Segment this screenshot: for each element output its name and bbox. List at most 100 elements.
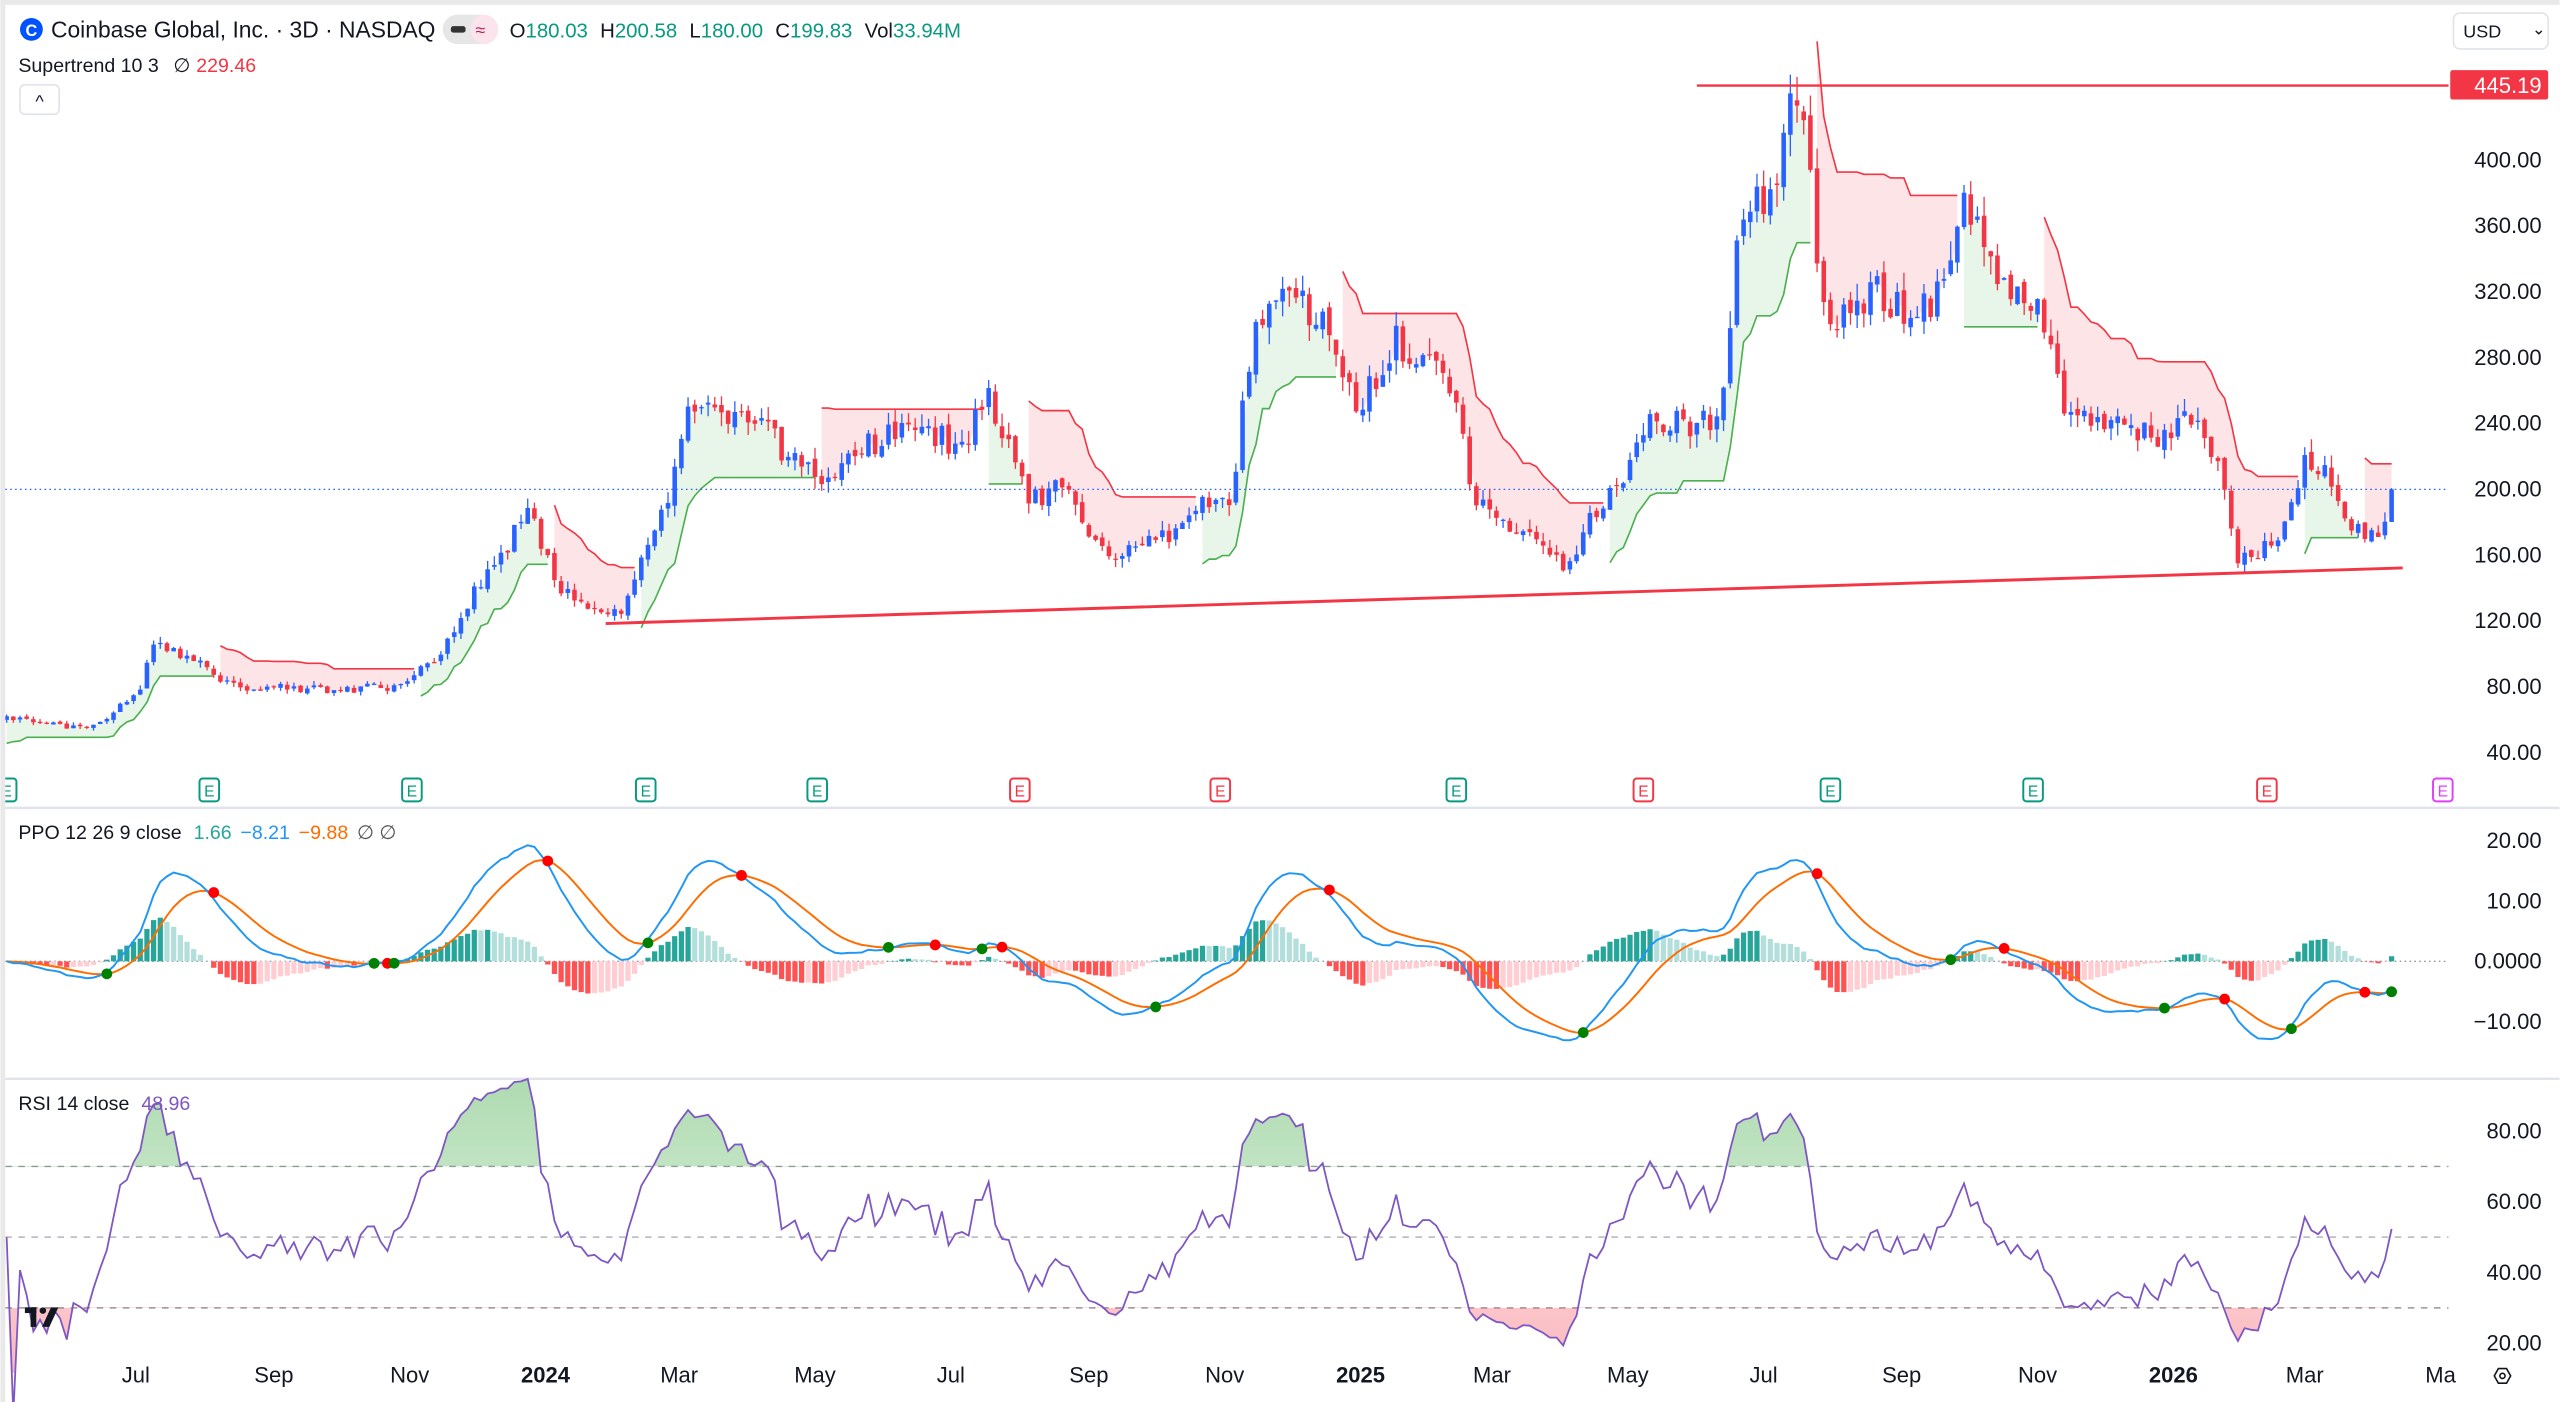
rsi-pane[interactable] (5, 1077, 2449, 1402)
ppo-histogram-bar (1280, 927, 1286, 962)
tradingview-logo[interactable] (24, 1307, 59, 1327)
time-axis-label: Jul (1750, 1362, 1778, 1387)
candle (1287, 285, 1292, 307)
earnings-marker[interactable]: E (1632, 777, 1655, 803)
candle-body (2195, 420, 2201, 423)
candle (705, 395, 711, 417)
ppo-histogram-bar (872, 961, 878, 966)
candle (1874, 269, 1880, 293)
ppo-histogram-bar (2235, 961, 2241, 977)
candle (1300, 275, 1305, 308)
ppo-histogram-bar (1146, 961, 1152, 963)
candle (1955, 225, 1960, 273)
earnings-marker[interactable]: E (1445, 777, 1468, 803)
collapse-legend-button[interactable]: ^ (19, 84, 60, 116)
candle-body (198, 660, 203, 663)
support-trendline[interactable] (605, 566, 2403, 626)
ppo-bullish-cross-dot (976, 943, 988, 955)
supertrend-legend[interactable]: Supertrend 10 3 ∅ 229.46 (18, 55, 256, 77)
candle-body (211, 668, 217, 675)
ppo-pane[interactable] (5, 844, 2449, 1042)
candle-body (1841, 304, 1847, 328)
earnings-label: E (2438, 783, 2448, 800)
candle-body (1280, 288, 1285, 302)
candle-body (2355, 523, 2361, 533)
earnings-marker[interactable]: E (198, 777, 221, 803)
candle-body (378, 684, 384, 689)
candle-body (1460, 404, 1466, 434)
candle-body (852, 449, 858, 457)
symbol-title[interactable]: Coinbase Global, Inc. · 3D · NASDAQ (51, 17, 435, 43)
earnings-marker[interactable]: E (2256, 777, 2278, 803)
ppo-histogram-bar (2375, 961, 2381, 964)
earnings-marker[interactable]: E (2432, 777, 2454, 803)
candle (2295, 479, 2301, 507)
candle-body (525, 507, 531, 524)
candle-body (1601, 508, 1606, 519)
candle (2115, 408, 2120, 436)
supertrend-up-segment (1609, 241, 1811, 564)
earnings-marker[interactable]: E (401, 777, 423, 803)
candle-body (919, 426, 925, 434)
time-axis[interactable]: Jul Sep Nov 2024 Mar May Jul Sep Nov 2025 Mar May Ju… (122, 1362, 2457, 1387)
candle (1534, 525, 1539, 545)
earnings-marker[interactable]: E (634, 777, 657, 803)
candle (1353, 372, 1359, 414)
currency-select[interactable]: USD ⌄ (2452, 12, 2549, 50)
candle-body (2295, 488, 2301, 505)
supertrend-down-segment (821, 407, 983, 411)
earnings-marker[interactable]: E (1209, 777, 1232, 803)
supertrend-label[interactable]: Supertrend 10 3 (18, 55, 159, 77)
candle-body (338, 689, 343, 692)
symbol-legend[interactable]: C Coinbase Global, Inc. · 3D · NASDAQ ≈ … (19, 14, 961, 45)
candle (799, 451, 804, 477)
price-axis[interactable]: 400.00 360.00 320.00 280.00 240.00 200.00 160.… (2474, 147, 2541, 764)
earnings-marker[interactable]: E (1009, 777, 1031, 803)
candle-body (792, 453, 798, 461)
candle-body (191, 655, 196, 661)
ppo-axis[interactable]: 20.00 10.00 0.0000 −10.00 (2474, 828, 2542, 1034)
candle-body (1240, 400, 1245, 470)
candle (1494, 506, 1499, 526)
ppo-bearish-cross-dot (996, 941, 1008, 953)
candle (1928, 295, 1933, 322)
candle (1868, 271, 1873, 326)
ppo-bearish-cross-dot (2359, 986, 2371, 998)
candle (1714, 408, 1720, 443)
candle (1607, 485, 1613, 511)
candle (465, 608, 470, 622)
candle-body (1327, 307, 1332, 336)
earnings-badge (1209, 777, 1232, 803)
earnings-marker[interactable]: E (1819, 777, 1842, 803)
candle-body (2122, 418, 2127, 425)
candle-body (264, 686, 270, 690)
ppo-histogram-bar (939, 961, 945, 962)
candle (117, 702, 123, 713)
candle (1186, 507, 1192, 529)
ppo-histogram-bar (2115, 961, 2121, 971)
candle-body (1046, 488, 1052, 507)
ppo-histogram-bar (1259, 920, 1266, 962)
rsi-axis[interactable]: 80.00 60.00 40.00 20.00 (2487, 1118, 2542, 1355)
earnings-marker[interactable]: E (2022, 777, 2044, 803)
ppo-histogram-bar (1627, 934, 1633, 962)
candle-body (1413, 364, 1419, 368)
candle (1373, 372, 1379, 397)
candle-body (2162, 429, 2167, 450)
ppo-legend[interactable]: PPO 12 26 9 close 1.66 −8.21 −9.88 ∅ ∅ (18, 822, 396, 844)
candle-body (244, 686, 250, 691)
settings-button[interactable] (2493, 1367, 2512, 1385)
earnings-marker[interactable]: E (0, 777, 18, 803)
ppo-histogram-bar (905, 958, 912, 962)
axis-tick-label: 80.00 (2487, 674, 2542, 699)
candle (1073, 489, 1078, 516)
candle (2028, 302, 2034, 321)
rsi-legend[interactable]: RSI 14 close 48.96 (18, 1093, 190, 1115)
candle-body (1534, 531, 1539, 540)
ppo-histogram-bar (879, 961, 885, 964)
ppo-histogram-bar (1052, 961, 1059, 974)
earnings-marker[interactable]: E (806, 777, 828, 803)
ppo-histogram-bar (2315, 939, 2321, 962)
